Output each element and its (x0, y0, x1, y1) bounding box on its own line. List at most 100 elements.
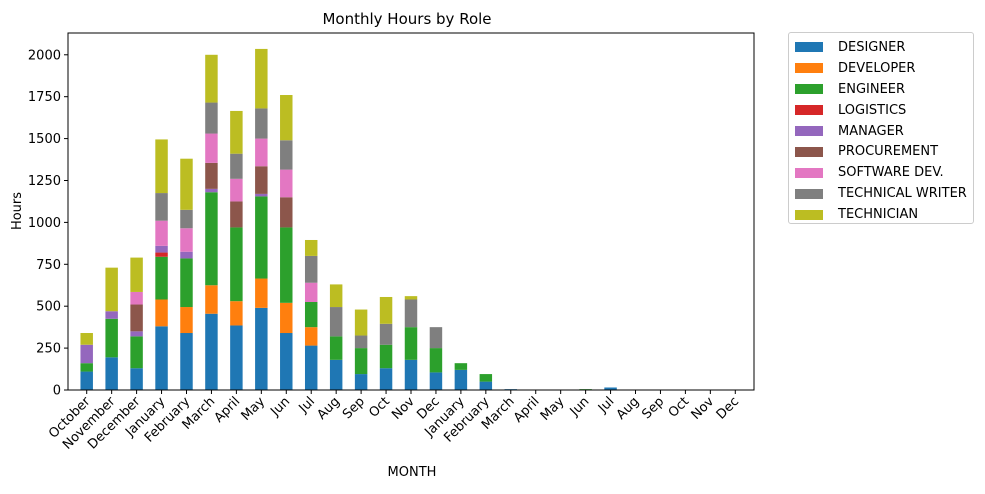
x-tick-label: Dec (714, 394, 742, 422)
bar-designer-4 (180, 333, 193, 390)
bar-designer-15 (454, 369, 468, 390)
bar-manager-1 (105, 311, 118, 319)
bar-designer-2 (130, 368, 143, 390)
bar-engineer-8 (280, 227, 293, 303)
bar-technician-11 (354, 309, 368, 336)
bar-technician-4 (180, 158, 193, 210)
x-tick-label: Aug (614, 394, 643, 423)
bars-group (80, 48, 617, 390)
bar-software-dev-7 (255, 138, 268, 167)
y-tick-label: 250 (36, 342, 61, 357)
legend-label: LOGISTICS (838, 102, 907, 118)
bar-software-dev-3 (155, 220, 168, 246)
bar-technical-writer-5 (205, 102, 218, 134)
bar-manager-7 (255, 193, 268, 197)
bar-engineer-6 (230, 227, 243, 302)
legend-swatch (795, 167, 823, 178)
legend-label: DESIGNER (838, 39, 906, 55)
bar-designer-16 (479, 381, 493, 390)
bar-engineer-4 (180, 258, 193, 308)
legend-label: TECHNICAL WRITER (838, 186, 967, 202)
bar-technical-writer-12 (379, 323, 393, 345)
x-axis-label: MONTH (388, 465, 437, 480)
bar-engineer-2 (130, 336, 143, 369)
bar-engineer-5 (205, 192, 218, 286)
bar-developer-6 (230, 301, 243, 326)
legend-label: MANAGER (838, 123, 904, 139)
bar-technical-writer-11 (354, 335, 368, 349)
x-tick-label: Sep (639, 394, 667, 422)
bar-manager-0 (80, 344, 93, 364)
bar-technician-0 (80, 333, 93, 345)
legend-item: TECHNICIAN (795, 204, 973, 225)
x-tick-label: Nov (689, 394, 718, 423)
bar-technician-7 (255, 48, 268, 109)
legend-item: LOGISTICS (795, 100, 973, 121)
bar-technical-writer-4 (180, 209, 193, 229)
legend-item: SOFTWARE DEV. (795, 162, 973, 183)
y-tick-label: 1500 (28, 132, 61, 147)
legend-item: MANAGER (795, 121, 973, 142)
bar-designer-12 (379, 368, 393, 390)
x-tick-label: May (538, 394, 568, 424)
bar-software-dev-8 (280, 169, 293, 198)
bar-designer-21 (604, 387, 617, 390)
legend-swatch (795, 126, 823, 136)
bar-procurement-2 (130, 304, 143, 332)
x-tick-label: April (511, 394, 543, 426)
bar-engineer-16 (479, 374, 493, 382)
legend-swatch (795, 84, 823, 95)
bar-designer-5 (205, 313, 218, 390)
y-tick-label: 0 (53, 384, 61, 399)
bar-technical-writer-6 (230, 153, 243, 179)
bar-manager-2 (130, 331, 143, 337)
y-tick-label: 1000 (28, 216, 61, 231)
legend-item: DEVELOPER (795, 58, 973, 79)
bar-technician-9 (304, 239, 318, 256)
bar-engineer-10 (329, 336, 343, 360)
bar-developer-4 (180, 307, 193, 334)
bar-procurement-5 (205, 162, 218, 189)
bar-technical-writer-13 (404, 299, 418, 328)
bar-developer-5 (205, 285, 218, 314)
legend-swatch (795, 146, 823, 157)
bar-developer-3 (155, 299, 168, 327)
y-tick-label: 1250 (28, 174, 61, 189)
bar-developer-7 (255, 278, 268, 308)
bar-designer-14 (429, 372, 443, 390)
x-tick-label: Oct (366, 394, 393, 421)
bar-engineer-3 (155, 256, 168, 300)
x-axis: OctoberNovemberDecemberJanuaryFebruaryMa… (46, 390, 742, 453)
y-tick-label: 2000 (28, 48, 61, 63)
bar-software-dev-9 (304, 282, 318, 302)
bar-technician-10 (329, 284, 343, 308)
bar-engineer-0 (80, 363, 93, 372)
bar-technician-3 (155, 139, 168, 194)
bar-logistics-3 (155, 252, 168, 257)
y-axis-label: Hours (10, 192, 25, 230)
bar-procurement-7 (255, 166, 268, 194)
bar-developer-9 (304, 327, 318, 346)
bar-designer-8 (280, 333, 293, 390)
legend: DESIGNER DEVELOPER ENGINEER LOGISTICS MANAGE… (788, 32, 974, 224)
bar-manager-5 (205, 188, 218, 193)
bar-software-dev-5 (205, 133, 218, 163)
bar-engineer-7 (255, 196, 268, 279)
y-tick-label: 750 (36, 258, 61, 273)
bar-procurement-6 (230, 201, 243, 228)
bar-technical-writer-7 (255, 108, 268, 139)
legend-label: TECHNICIAN (838, 207, 919, 223)
chart-title: Monthly Hours by Role (322, 10, 491, 28)
bar-technician-2 (130, 257, 143, 292)
legend-label: SOFTWARE DEV. (838, 165, 944, 181)
bar-manager-4 (180, 251, 193, 259)
x-tick-label: Oct (666, 394, 693, 421)
legend-swatch (795, 42, 823, 53)
bar-designer-6 (230, 325, 243, 390)
bar-technician-13 (404, 296, 418, 300)
bar-technical-writer-10 (329, 307, 343, 337)
bar-technician-1 (105, 267, 118, 312)
bar-technical-writer-3 (155, 193, 168, 221)
x-tick-label: May (239, 394, 269, 424)
